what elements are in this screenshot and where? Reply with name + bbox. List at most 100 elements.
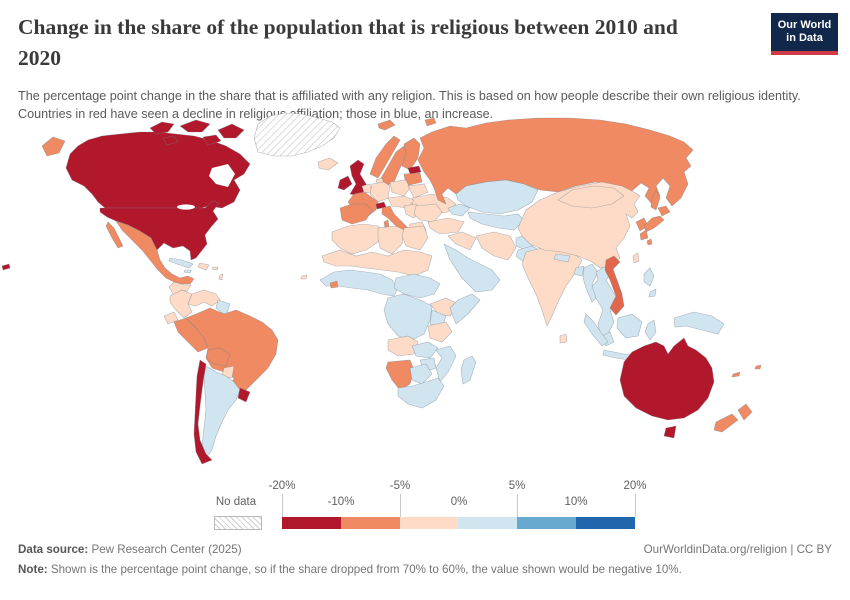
country-bolivia[interactable] [205, 347, 231, 367]
country-madagascar[interactable] [460, 355, 477, 385]
region-iberia[interactable] [339, 203, 373, 225]
country-zambia[interactable] [411, 341, 439, 359]
no-data-swatch[interactable] [214, 516, 262, 530]
country-namibia[interactable] [385, 359, 415, 391]
region-caucasus[interactable] [447, 203, 471, 217]
country-fiji[interactable] [754, 364, 762, 370]
country-uruguay[interactable] [237, 387, 251, 403]
attribution-link[interactable]: OurWorldinData.org/religion | CC BY [643, 543, 832, 556]
country-canada-arctic-4[interactable] [162, 135, 179, 146]
legend-bin-increase-large[interactable] [576, 517, 635, 529]
country-colombia[interactable] [169, 289, 193, 319]
country-iran[interactable] [475, 231, 517, 261]
legend-bin-decline-large[interactable] [282, 517, 341, 529]
country-greenland[interactable] [253, 112, 341, 157]
country-vietnam[interactable] [604, 255, 625, 316]
country-new-zealand-south[interactable] [713, 413, 739, 433]
country-australia[interactable] [619, 337, 715, 421]
country-south-africa[interactable] [397, 377, 445, 409]
country-egypt[interactable] [401, 225, 429, 251]
choropleth-svg[interactable] [0, 110, 850, 478]
country-taiwan[interactable] [632, 252, 640, 264]
country-turkey[interactable] [427, 217, 465, 235]
region-central-africa[interactable] [383, 293, 433, 341]
region-arabian-peninsula[interactable] [443, 243, 501, 293]
country-ireland[interactable] [337, 175, 353, 191]
country-jamaica[interactable] [183, 269, 192, 274]
legend-bin-decline-small[interactable] [399, 517, 459, 529]
country-nepal[interactable] [553, 253, 571, 263]
region-romania-bulgaria[interactable] [413, 203, 443, 223]
country-canada-arctic-2[interactable] [179, 119, 211, 133]
owid-logo[interactable]: Our World in Data [771, 13, 838, 51]
country-japan-okinawa[interactable] [646, 238, 653, 246]
region-svalbard[interactable] [377, 119, 396, 131]
country-libya[interactable] [377, 225, 405, 255]
region-west-africa[interactable] [319, 269, 399, 297]
country-brazil[interactable] [185, 307, 279, 395]
country-japan-hokkaido[interactable] [657, 205, 671, 217]
country-finland[interactable] [401, 137, 421, 171]
region-lesser-antilles[interactable] [218, 273, 224, 281]
country-hawaii[interactable] [1, 263, 11, 271]
country-iceland[interactable] [317, 157, 339, 171]
country-bangladesh[interactable] [573, 265, 585, 277]
country-russia-sakhalin[interactable] [650, 189, 661, 211]
country-mozambique[interactable] [435, 345, 457, 383]
country-norway[interactable] [369, 135, 401, 179]
world-map[interactable] [0, 110, 850, 478]
country-india[interactable] [521, 247, 583, 327]
legend-label-neg20: -20% [268, 480, 296, 492]
region-central-europe[interactable] [387, 195, 415, 209]
country-mexico-baja[interactable] [105, 221, 124, 249]
country-japan-kyushu[interactable] [639, 229, 649, 241]
region-new-guinea[interactable] [673, 311, 725, 335]
country-united-states[interactable] [99, 200, 220, 261]
region-atlantic-islands[interactable] [300, 274, 308, 280]
country-cuba[interactable] [168, 257, 194, 269]
country-somalia[interactable] [449, 293, 481, 325]
country-argentina[interactable] [201, 365, 241, 459]
country-kazakhstan[interactable] [455, 179, 539, 215]
country-tanzania[interactable] [427, 321, 453, 343]
country-new-zealand-north[interactable] [737, 403, 753, 421]
region-syria-iraq[interactable] [447, 231, 477, 251]
legend-bin-increase-small[interactable] [458, 517, 518, 529]
country-botswana[interactable] [409, 363, 433, 385]
region-maghreb[interactable] [331, 223, 385, 255]
country-venezuela[interactable] [187, 289, 221, 307]
region-central-asia[interactable] [467, 211, 525, 231]
country-mongolia[interactable] [557, 185, 625, 209]
country-sri-lanka[interactable] [559, 333, 568, 344]
country-russia-chukotka[interactable] [41, 136, 66, 157]
country-estonia[interactable] [407, 165, 422, 175]
country-hispaniola[interactable] [197, 262, 210, 271]
country-canada[interactable] [65, 131, 251, 211]
country-philippines[interactable] [643, 267, 655, 287]
region-sahel-sudan[interactable] [321, 249, 433, 277]
region-central-africa-north[interactable] [393, 273, 441, 299]
country-mexico[interactable] [115, 220, 195, 285]
country-canada-arctic-3[interactable] [217, 123, 245, 139]
country-canada-arctic-1[interactable] [149, 121, 175, 135]
country-japan-honshu[interactable] [643, 215, 665, 233]
legend-bin-decline-medium[interactable] [340, 517, 400, 529]
country-poland[interactable] [389, 179, 411, 197]
country-new-caledonia[interactable] [731, 371, 741, 378]
country-philippines-south[interactable] [648, 288, 657, 298]
country-indonesia-borneo[interactable] [616, 313, 643, 339]
country-chile[interactable] [193, 359, 213, 465]
country-paraguay[interactable] [221, 365, 235, 379]
legend-bin-increase-medium[interactable] [517, 517, 577, 529]
country-canada-arctic-5[interactable] [202, 134, 222, 146]
country-russia-novaya-zemlya[interactable] [424, 117, 437, 127]
country-angola[interactable] [387, 335, 419, 357]
country-puerto-rico[interactable] [211, 266, 219, 271]
country-australia-tasmania[interactable] [663, 425, 677, 439]
country-indonesia-sulawesi[interactable] [644, 319, 657, 341]
country-belarus[interactable] [407, 183, 429, 199]
country-ecuador[interactable] [163, 311, 179, 325]
country-guinea[interactable] [329, 280, 339, 289]
legend-colorbar[interactable] [282, 517, 635, 529]
country-indonesia-sumatra[interactable] [583, 313, 609, 347]
